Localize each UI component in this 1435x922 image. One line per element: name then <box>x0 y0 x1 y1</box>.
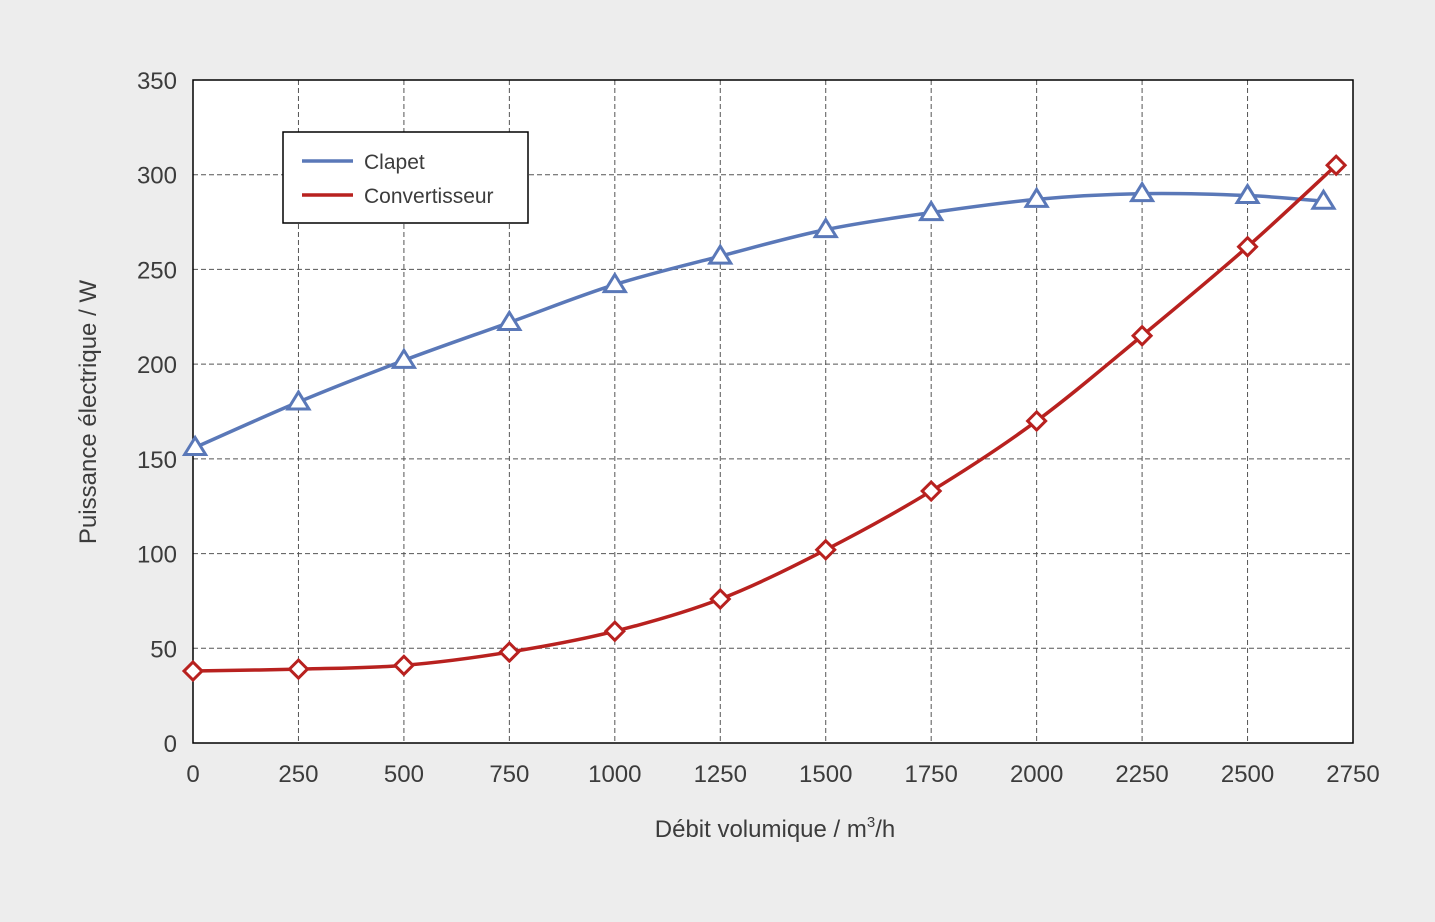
y-tick-label: 0 <box>164 731 177 758</box>
legend-label-series-1: Clapet <box>364 151 425 174</box>
data-point-diamond <box>709 587 732 611</box>
x-tick-label: 1500 <box>799 761 852 788</box>
data-point-triangle <box>707 243 734 265</box>
y-tick-label: 50 <box>150 636 177 663</box>
data-point-triangle <box>917 199 945 222</box>
data-point-triangle <box>1234 182 1261 205</box>
x-tick-label: 2000 <box>1010 761 1063 788</box>
series-1 <box>181 180 1337 456</box>
data-point-triangle <box>496 309 523 331</box>
data-point-diamond <box>392 654 416 677</box>
data-point-diamond <box>1325 154 1348 177</box>
x-tick-label: 1000 <box>588 761 641 788</box>
data-point-triangle <box>601 271 629 294</box>
y-tick-label: 350 <box>137 68 177 95</box>
x-axis-ticks: 0 250 500 750 1000 1250 1500 1750 2000 2250 2500 27… <box>186 761 1379 788</box>
y-tick-label: 100 <box>137 542 177 569</box>
data-point-diamond <box>814 538 837 561</box>
x-tick-label: 2750 <box>1326 761 1379 788</box>
data-point-triangle <box>181 434 209 456</box>
legend: Clapet Convertisseur <box>282 131 529 224</box>
x-tick-label: 1750 <box>904 761 957 788</box>
series-2 <box>181 154 1348 683</box>
x-axis-label: Débit volumique / m3/h <box>655 814 895 843</box>
legend-label-series-2: Convertisseur <box>364 185 494 208</box>
data-point-diamond <box>1236 235 1259 258</box>
data-point-diamond <box>1130 324 1154 347</box>
y-tick-label: 250 <box>137 257 177 284</box>
data-point-triangle <box>1128 180 1156 203</box>
plot-frame <box>192 79 1354 744</box>
data-point-diamond <box>603 620 626 643</box>
data-point-triangle <box>1310 188 1337 210</box>
x-tick-label: 2250 <box>1115 761 1168 788</box>
series-layer <box>181 154 1348 683</box>
x-tick-label: 250 <box>278 761 318 788</box>
y-tick-label: 200 <box>137 352 177 379</box>
data-point-triangle <box>1023 186 1050 208</box>
data-point-triangle <box>285 389 312 411</box>
x-tick-label: 2500 <box>1221 761 1274 788</box>
grid <box>193 80 1353 743</box>
data-point-diamond <box>1025 409 1048 433</box>
data-point-triangle <box>390 347 418 369</box>
data-point-diamond <box>920 479 943 503</box>
x-tick-label: 1250 <box>694 761 747 788</box>
y-axis-ticks: 0 50 100 150 200 250 300 350 <box>137 68 177 758</box>
y-tick-label: 300 <box>137 163 177 190</box>
x-tick-label: 0 <box>186 761 199 788</box>
x-tick-label: 500 <box>384 761 424 788</box>
x-tick-label: 750 <box>489 761 529 788</box>
data-point-triangle <box>812 216 839 239</box>
data-point-diamond <box>287 658 310 681</box>
y-axis-label: Puissance électrique / W <box>75 280 102 544</box>
y-tick-label: 150 <box>137 447 177 474</box>
legend-box <box>282 131 529 224</box>
data-point-diamond <box>181 659 205 683</box>
data-point-diamond <box>498 640 521 664</box>
